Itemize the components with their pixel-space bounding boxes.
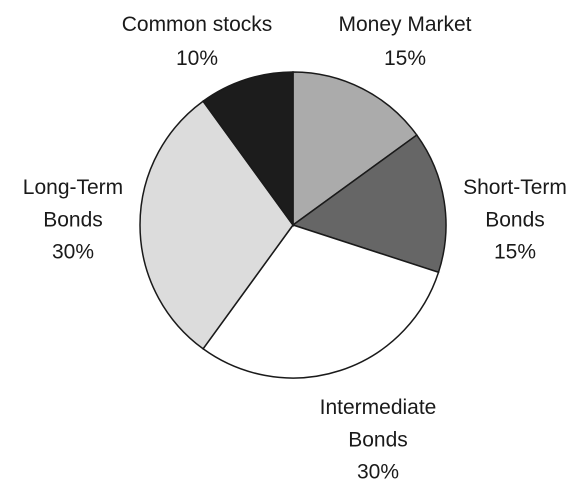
slice-label: Short-Term Bonds (463, 176, 567, 232)
slice-value-label: 15% (384, 47, 426, 70)
slice-label: Money Market (338, 13, 471, 36)
pie-slice (291, 134, 447, 274)
slice-value-label: 30% (357, 461, 399, 481)
slice-value-label: 10% (176, 47, 218, 70)
slice-value-label: 15% (494, 241, 536, 264)
pie-slice (139, 100, 294, 350)
slice-label: Common stocks (122, 13, 273, 36)
pie-slice (292, 71, 418, 227)
pie-slice (202, 224, 440, 379)
slice-label: Intermediate Bonds (320, 396, 437, 452)
pie-slice (202, 71, 294, 228)
slice-label: Long-Term Bonds (23, 176, 123, 232)
slice-value-label: 30% (52, 241, 94, 264)
